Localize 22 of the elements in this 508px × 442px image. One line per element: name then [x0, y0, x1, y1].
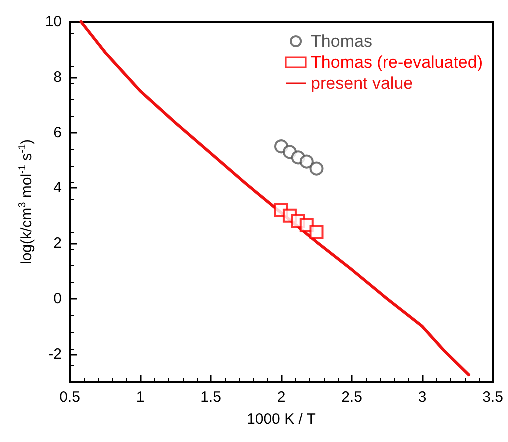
x-tick-label: 1 [136, 389, 145, 406]
legend-label: present value [311, 74, 414, 93]
y-tick-label: 2 [54, 235, 62, 252]
y-axis-title: log(k/cm3 mol-1 s-1) [17, 139, 36, 265]
y-tick-label: 4 [54, 180, 62, 197]
x-tick-label: 3.5 [482, 389, 504, 406]
y-tick-label: 0 [54, 290, 62, 308]
x-tick-label: 0.5 [60, 389, 80, 406]
point [310, 225, 324, 240]
y-tick-label: 10 [45, 14, 62, 30]
y-tick-label: 6 [54, 124, 62, 142]
x-tick-label: 2 [277, 389, 286, 406]
point [310, 162, 324, 176]
point [300, 154, 314, 169]
legend-label: Thomas [311, 32, 372, 51]
x-axis-title: 1000 K / T [247, 411, 316, 428]
y-tick-label: -2 [48, 346, 62, 363]
x-tick-label: 3 [418, 389, 427, 406]
y-tick-label: 8 [54, 68, 62, 86]
legend-label: Thomas (re-evaluated) [311, 53, 484, 72]
x-tick-label: 1.5 [200, 389, 222, 406]
x-tick-label: 2.5 [342, 389, 362, 406]
